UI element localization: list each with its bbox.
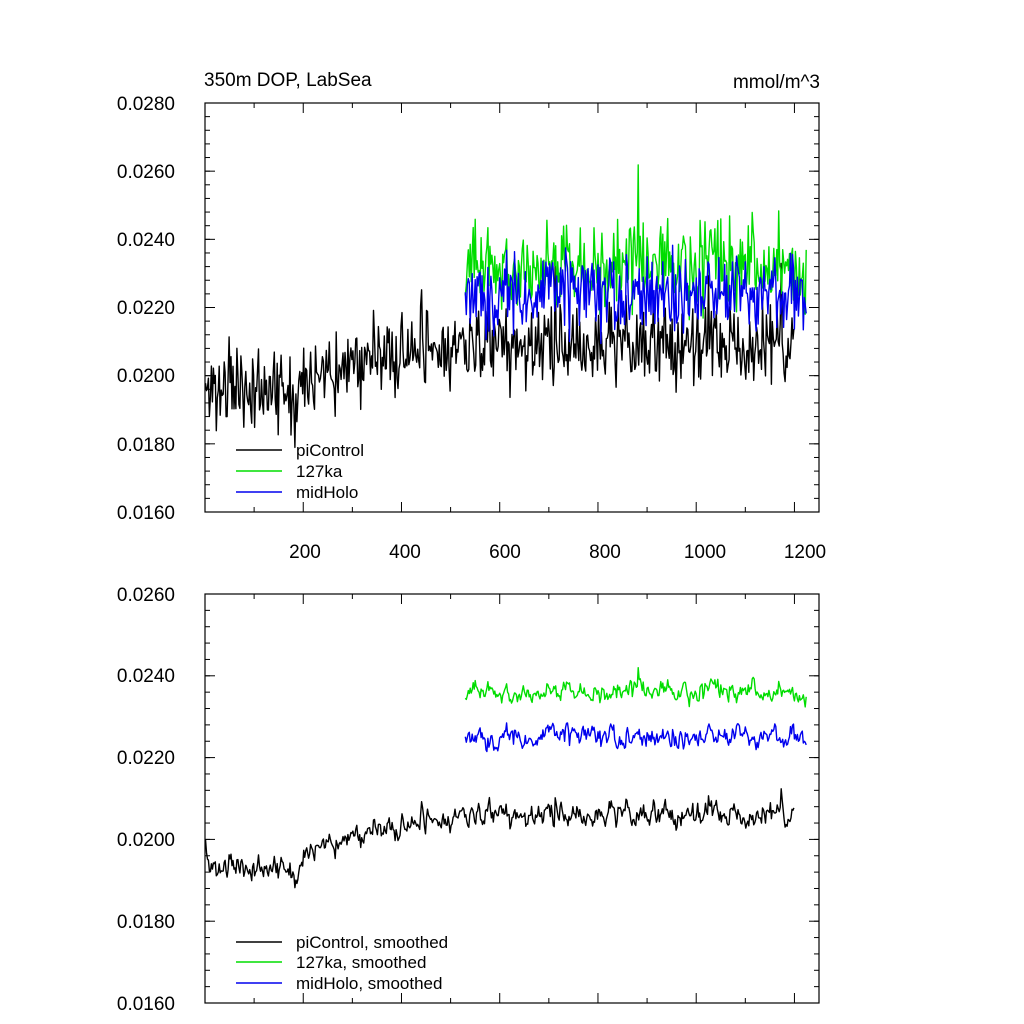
x-tick-label: 600	[489, 542, 521, 563]
y-tick-label: 0.0240	[117, 230, 175, 251]
series-lines	[204, 667, 807, 889]
legend-label-127ka-smoothed: 127ka, smoothed	[296, 953, 426, 972]
series-line-127ka	[464, 667, 807, 708]
y-tick-label: 0.0180	[117, 912, 175, 933]
y-tick-label: 0.0160	[117, 994, 175, 1015]
series-line-midholo	[464, 722, 807, 753]
series-line-127ka	[464, 164, 807, 321]
plot-frame-top	[204, 102, 820, 513]
y-tick-label: 0.0220	[117, 748, 175, 769]
x-tick-label: 200	[289, 542, 321, 563]
plot-frame-bottom	[204, 593, 820, 1004]
units-label: mmol/m^3	[733, 72, 820, 93]
x-tick-labels: 200 400 600 800 1000 1200	[289, 542, 826, 563]
y-tick-labels: 0.0160 0.0180 0.0200 0.0220 0.0240 0.026…	[117, 94, 175, 524]
legend-label-midholo-smoothed: midHolo, smoothed	[296, 974, 442, 993]
x-tick-label: 1000	[684, 542, 726, 563]
legend-label-127ka: 127ka	[296, 462, 343, 481]
series-lines	[204, 164, 807, 449]
y-tick-labels: 0.0160 0.0180 0.0200 0.0220 0.0240 0.026…	[117, 585, 175, 1015]
x-tick-label: 800	[589, 542, 621, 563]
y-tick-label: 0.0200	[117, 830, 175, 851]
y-tick-label: 0.0200	[117, 366, 175, 387]
x-tick-label: 400	[389, 542, 421, 563]
panel-bottom: 0.0160 0.0180 0.0200 0.0220 0.0240 0.026…	[117, 585, 820, 1015]
y-tick-label: 0.0220	[117, 298, 175, 319]
legend: piControl 127ka midHolo	[236, 441, 364, 502]
y-tick-label: 0.0160	[117, 503, 175, 524]
series-line-picontrol	[204, 257, 795, 449]
legend-label-picontrol: piControl	[296, 441, 364, 460]
y-tick-label: 0.0260	[117, 585, 175, 606]
x-tick-label: 1200	[784, 542, 826, 563]
y-tick-label: 0.0260	[117, 162, 175, 183]
y-tick-label: 0.0180	[117, 435, 175, 456]
legend: piControl, smoothed 127ka, smoothed midH…	[236, 933, 448, 993]
series-line-midholo	[464, 244, 807, 345]
chart-title: 350m DOP, LabSea	[204, 70, 372, 91]
y-tick-label: 0.0280	[117, 94, 175, 115]
series-line-picontrol	[204, 788, 795, 889]
y-tick-label: 0.0240	[117, 666, 175, 687]
legend-label-picontrol-smoothed: piControl, smoothed	[296, 933, 448, 952]
legend-label-midholo: midHolo	[296, 483, 358, 502]
panel-top: 350m DOP, LabSea mmol/m^3 0.0160 0.0180 …	[117, 70, 826, 563]
